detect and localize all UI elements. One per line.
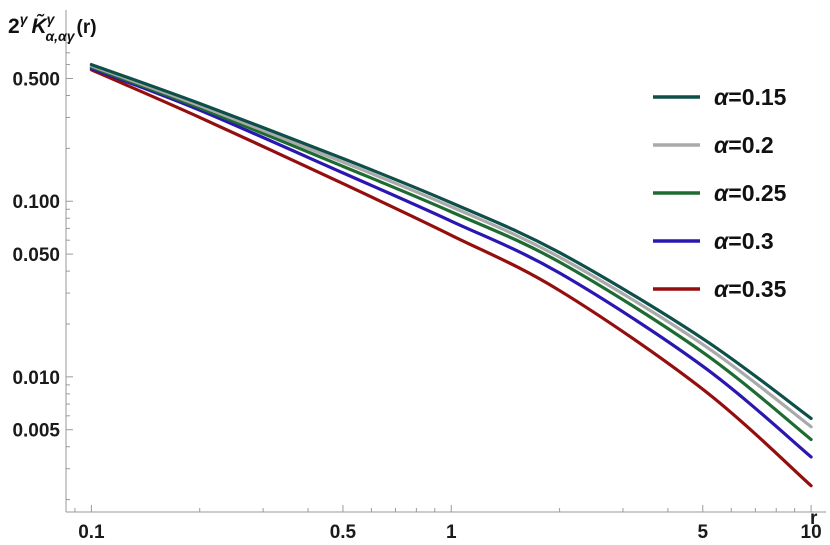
legend-label: α=0.25	[714, 180, 787, 206]
y-tick-label: 0.500	[12, 69, 60, 90]
series-line	[89, 62, 813, 420]
y-tick-label: 0.010	[12, 368, 60, 389]
x-axis-ticks: 0.1 0.5 1 5 10	[74, 505, 822, 543]
y-tick-label: 0.100	[12, 192, 60, 213]
x-axis-label: r	[810, 508, 818, 529]
series-lines	[89, 62, 813, 488]
legend-label: α=0.35	[714, 276, 787, 302]
y-tick-label: 0.005	[12, 421, 60, 442]
series-line	[89, 68, 813, 488]
x-tick-label: 10	[801, 522, 822, 543]
legend: α=0.15 α=0.2 α=0.25 α=0.3 α=0.35	[653, 84, 787, 302]
series-line	[89, 65, 813, 442]
series-line	[89, 66, 813, 459]
y-axis-label: 2γ K̃γ α,αγ (r)	[8, 11, 97, 44]
y-tick-label: 0.050	[12, 245, 60, 266]
x-tick-label: 5	[697, 522, 708, 543]
x-tick-label: 0.1	[78, 522, 105, 543]
legend-label: α=0.15	[714, 84, 787, 110]
axes	[65, 10, 826, 513]
x-tick-label: 1	[446, 522, 457, 543]
legend-label: α=0.3	[714, 228, 774, 254]
y-axis-ticks: 0.500 0.100 0.050 0.010 0.005	[12, 42, 73, 501]
legend-label: α=0.2	[714, 132, 774, 158]
series-line	[89, 64, 813, 429]
x-tick-label: 0.5	[330, 522, 357, 543]
